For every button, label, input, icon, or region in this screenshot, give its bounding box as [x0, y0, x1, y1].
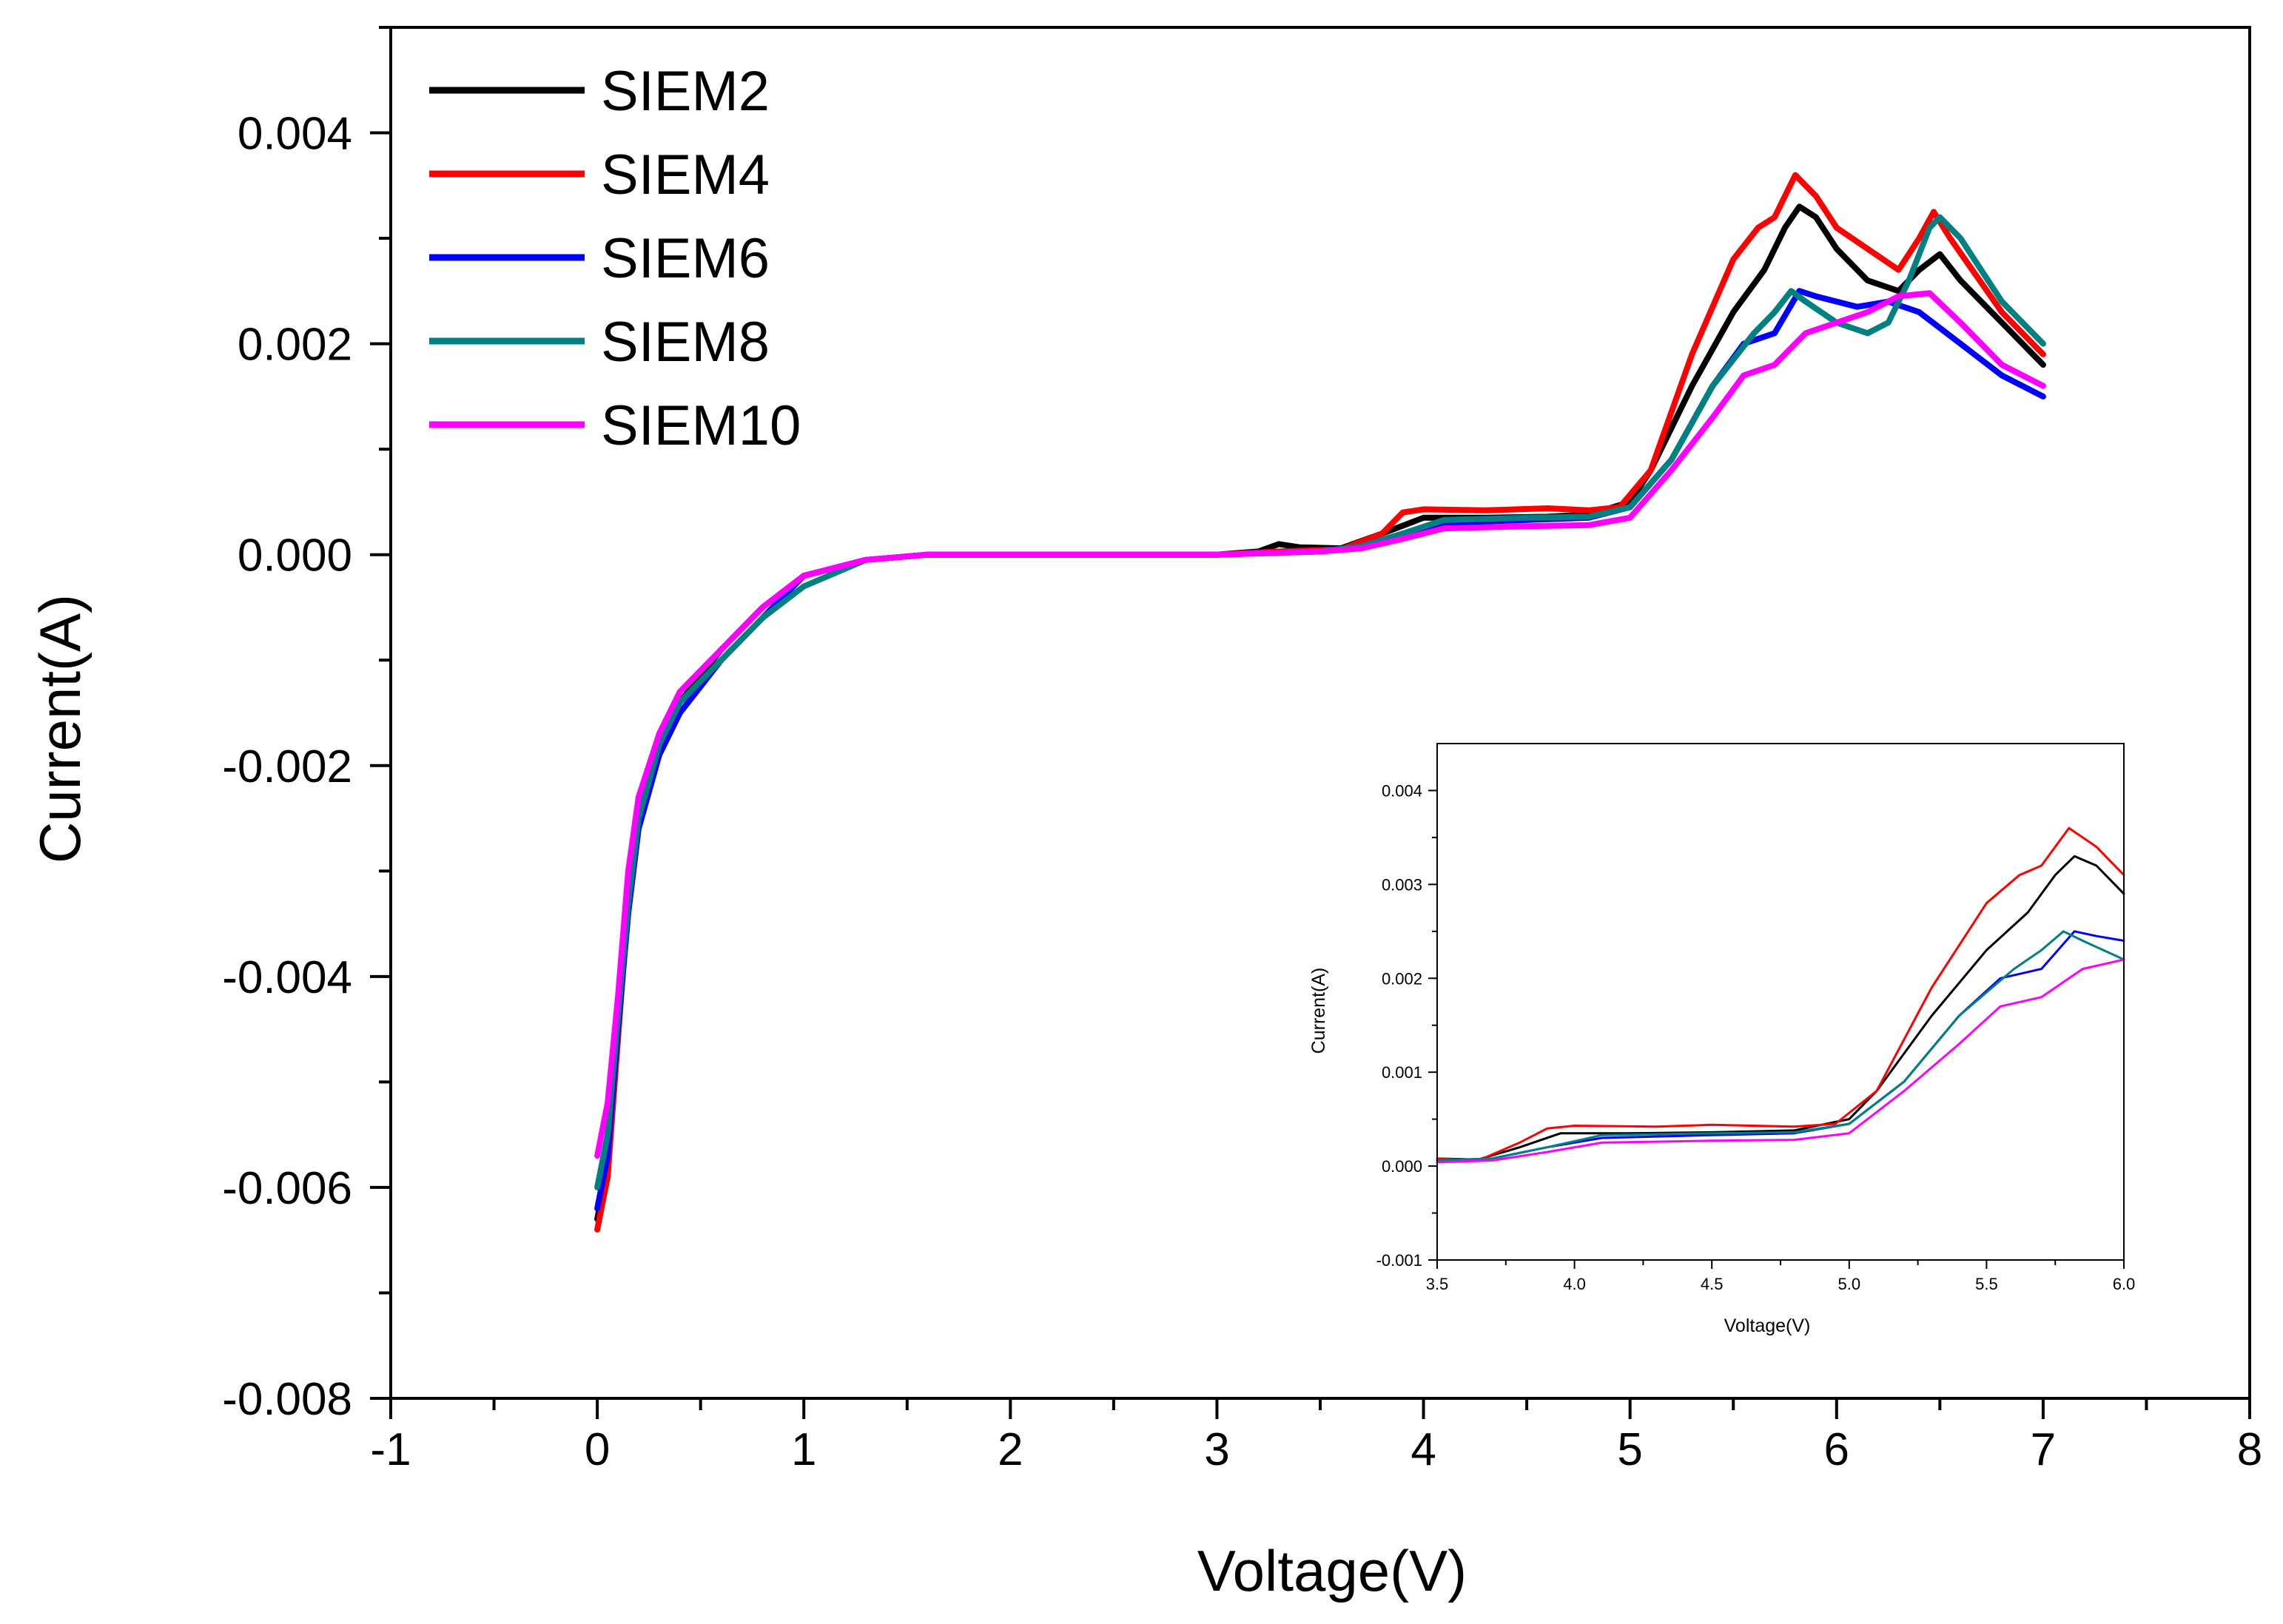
x-tick-label: 6 — [1824, 1424, 1849, 1475]
inset-series-group — [1436, 826, 2125, 1164]
inset-x-tick-label: 3.5 — [1426, 1275, 1449, 1293]
series-siem2 — [594, 203, 2046, 1222]
inset-series-siem10 — [1436, 958, 2125, 1164]
main-axes: -1 0 1 2 3 4 5 6 7 8 -0.008 -0.006 -0.004 -0.002 0.000… — [222, 26, 2262, 1475]
x-tick-label: -1 — [370, 1424, 411, 1475]
y-tick-label: 0.000 — [238, 530, 352, 582]
inset-y-tick-label: -0.001 — [1376, 1251, 1422, 1270]
x-axis-title: Voltage(V) — [1197, 1538, 1467, 1603]
legend-label-siem4: SIEM4 — [601, 144, 770, 206]
y-tick-label: -0.002 — [222, 741, 352, 792]
inset-y-tick-label: 0.000 — [1382, 1157, 1422, 1176]
inset-x-tick-label: 5.5 — [1975, 1275, 1998, 1293]
series-siem8 — [594, 214, 2046, 1190]
inset-series-siem4 — [1436, 826, 2125, 1162]
inset-y-tick-label: 0.001 — [1382, 1063, 1422, 1082]
inset-series-siem2 — [1436, 855, 2125, 1161]
inset-y-tick-label: 0.004 — [1382, 781, 1422, 800]
main-plot: -1 0 1 2 3 4 5 6 7 8 -0.008 -0.006 -0.004 -0.002 0.000… — [27, 26, 2262, 1603]
y-axis-title: Current(A) — [27, 594, 93, 863]
y-tick-label: 0.004 — [238, 109, 352, 160]
main-series-group — [594, 172, 2046, 1233]
y-tick-label: -0.006 — [222, 1163, 352, 1214]
legend-label-siem6: SIEM6 — [601, 227, 770, 290]
legend-label-siem8: SIEM8 — [601, 311, 770, 374]
inset-x-tick-label: 5.0 — [1838, 1275, 1861, 1293]
x-tick-label: 1 — [791, 1424, 816, 1475]
y-tick-label: -0.004 — [222, 952, 352, 1003]
inset-y-tick-label: 0.002 — [1382, 969, 1422, 988]
x-tick-label: 8 — [2237, 1424, 2262, 1475]
inset-x-axis-title: Voltage(V) — [1724, 1315, 1811, 1336]
y-tick-label: -0.008 — [222, 1374, 352, 1425]
inset-x-tick-label: 4.5 — [1701, 1275, 1724, 1293]
inset-series-siem8 — [1436, 930, 2125, 1162]
x-tick-label: 7 — [2031, 1424, 2056, 1475]
series-siem10 — [594, 290, 2046, 1159]
inset-plot: 3.5 4.0 4.5 5.0 5.5 6.0 -0.001 0.000 0.001 0.002 0… — [1308, 743, 2136, 1336]
x-tick-label: 2 — [998, 1424, 1023, 1475]
legend-label-siem10: SIEM10 — [601, 394, 801, 457]
legend-label-siem2: SIEM2 — [601, 60, 770, 123]
x-tick-label: 0 — [585, 1424, 610, 1475]
x-tick-label: 5 — [1617, 1424, 1642, 1475]
x-tick-label: 3 — [1204, 1424, 1229, 1475]
inset-x-tick-label: 4.0 — [1563, 1275, 1586, 1293]
inset-x-tick-label: 6.0 — [2113, 1275, 2136, 1293]
inset-y-axis-title: Current(A) — [1308, 968, 1329, 1054]
inset-axes: 3.5 4.0 4.5 5.0 5.5 6.0 -0.001 0.000 0.001 0.002 0… — [1376, 743, 2136, 1293]
inset-background — [1437, 744, 2124, 1260]
inset-y-tick-label: 0.003 — [1382, 875, 1422, 894]
y-tick-label: 0.002 — [238, 320, 352, 371]
x-tick-label: 4 — [1411, 1424, 1436, 1475]
legend: SIEM2 SIEM4 SIEM6 SIEM8 SIEM10 — [429, 60, 801, 457]
